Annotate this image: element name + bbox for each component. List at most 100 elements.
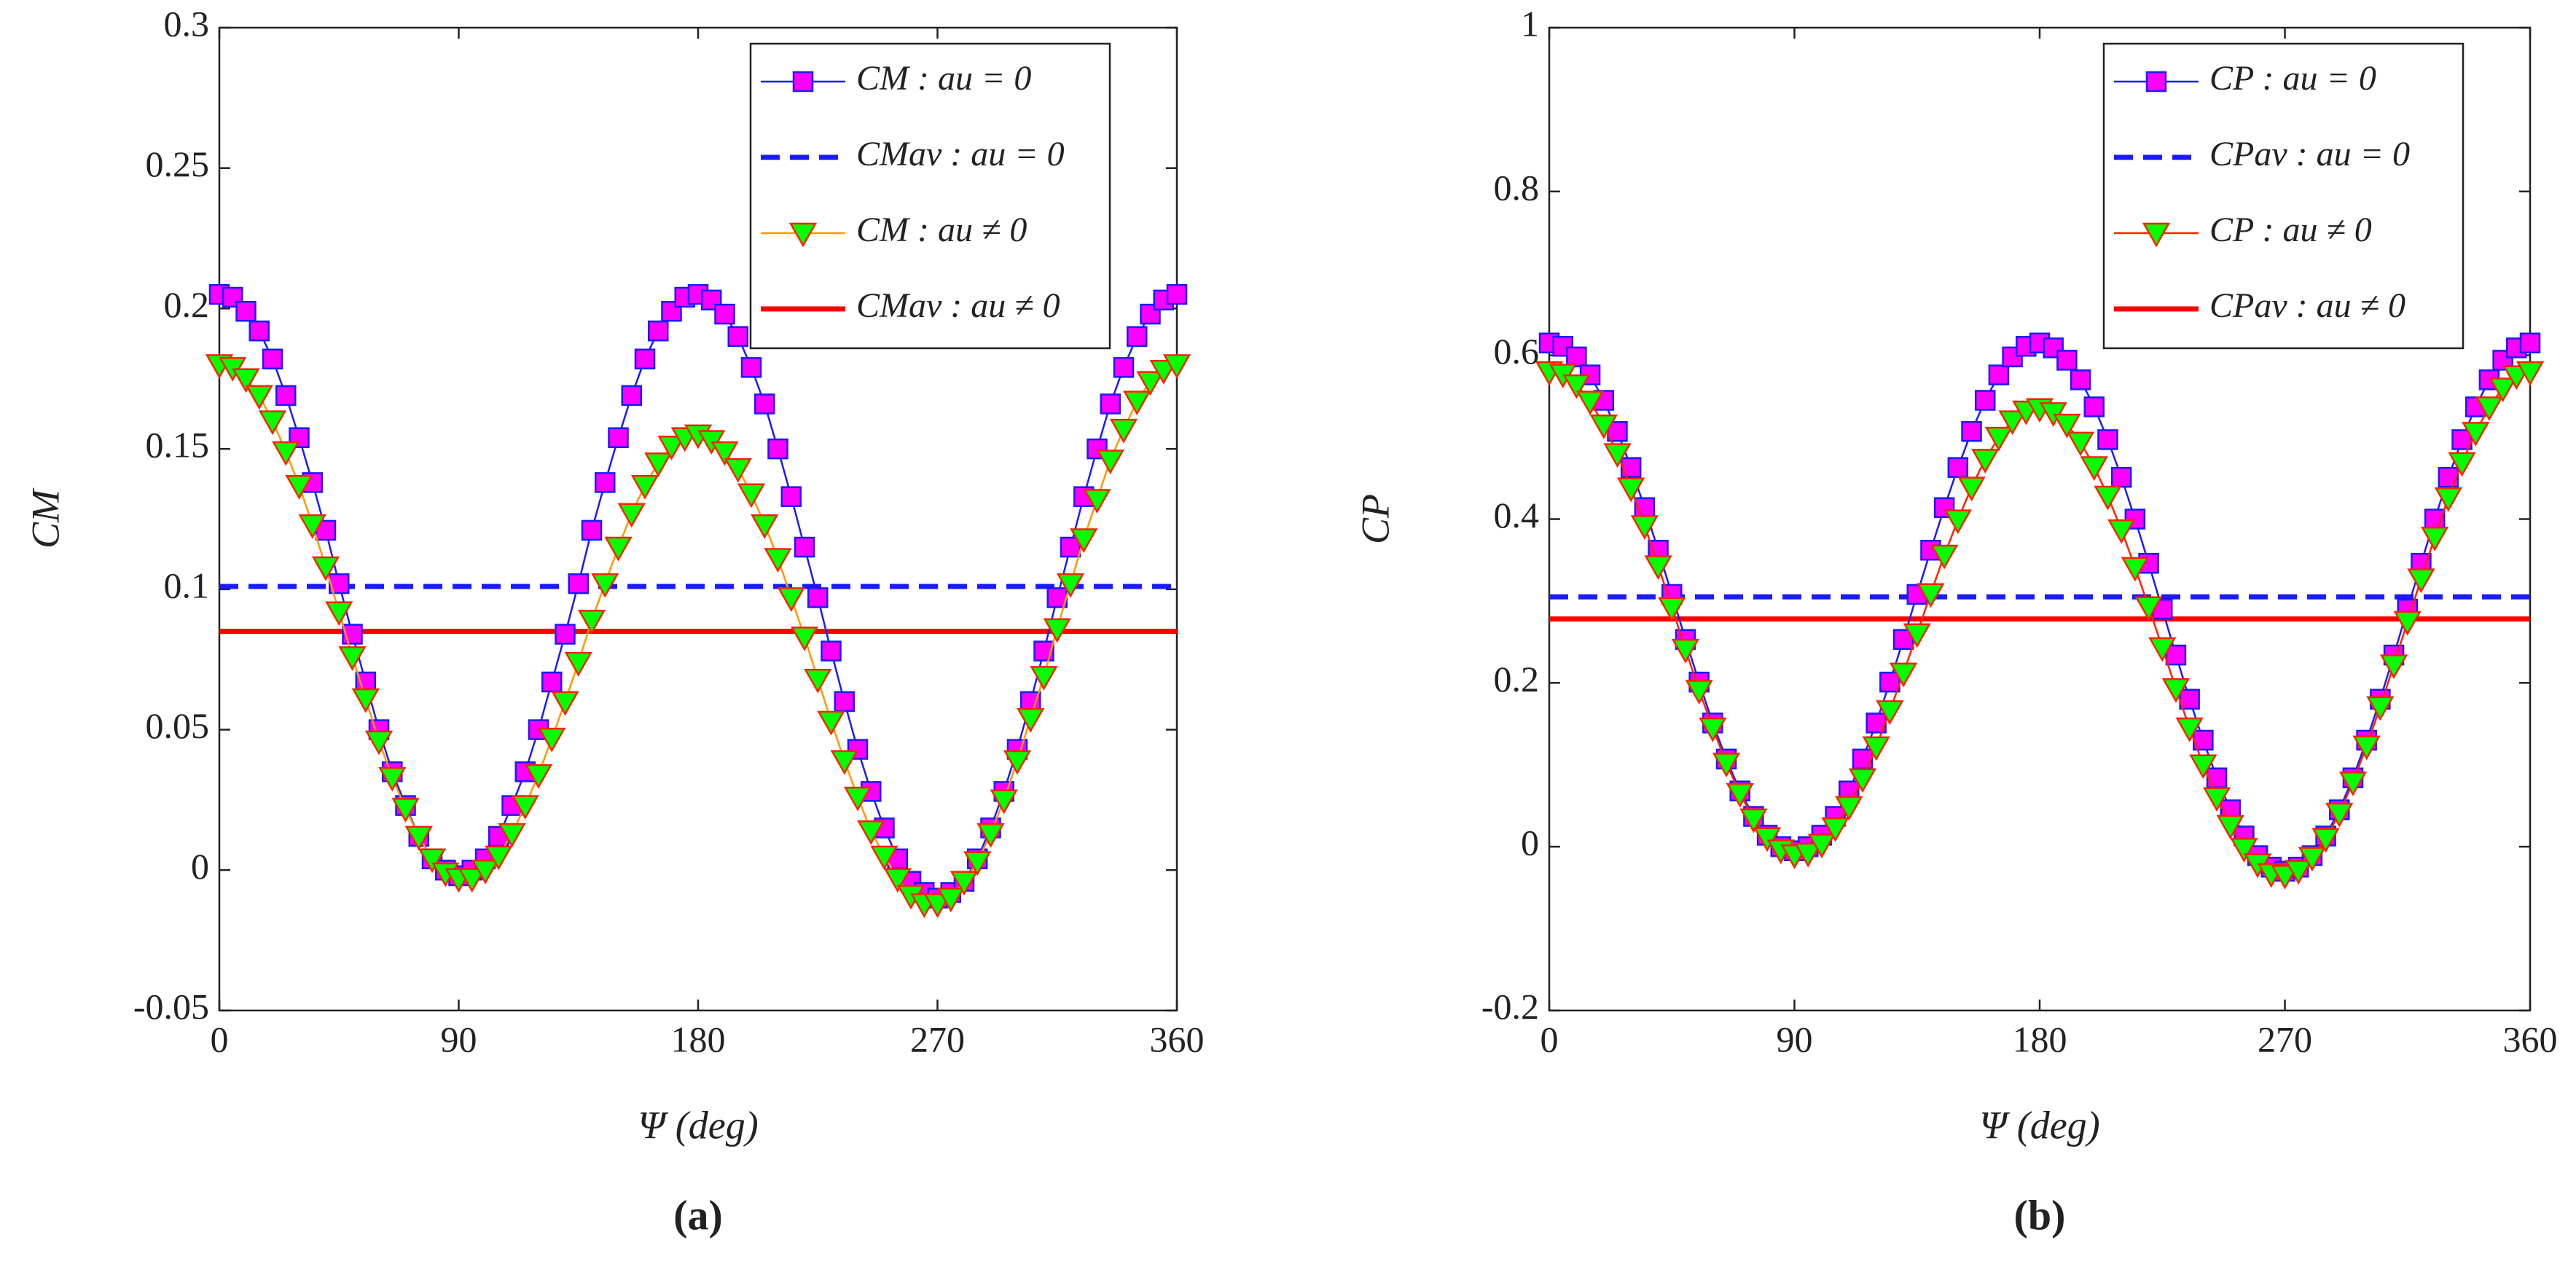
marker (1998, 410, 2027, 436)
marker (248, 321, 270, 342)
marker (1903, 623, 1931, 648)
marker (1123, 390, 1151, 416)
marker (2338, 772, 2368, 796)
marker (2202, 787, 2231, 812)
legend-label: CP : au ≠ 0 (2209, 211, 2372, 249)
y-axis-label: CM (23, 487, 67, 549)
marker (2519, 332, 2541, 354)
marker (404, 825, 433, 851)
marker (511, 795, 539, 820)
marker (577, 610, 606, 635)
marker (245, 385, 273, 410)
marker (285, 474, 313, 500)
marker (1794, 842, 1823, 868)
marker (1017, 707, 1045, 733)
panel-label: (b) (2014, 1191, 2066, 1239)
marker (2107, 519, 2136, 544)
marker (1589, 414, 1618, 439)
marker (329, 573, 350, 594)
marker (843, 786, 872, 812)
marker (790, 627, 819, 651)
marker (1003, 750, 1032, 775)
marker (2230, 838, 2258, 863)
marker (2366, 696, 2395, 721)
marker (1835, 796, 1863, 821)
marker (834, 691, 855, 713)
marker (817, 710, 845, 736)
marker (1617, 477, 1645, 503)
marker (710, 441, 739, 466)
legend: CP : au = 0 CPav : au = 0 CP : au ≠ 0 CPav … (2102, 42, 2465, 350)
legend: CM : au = 0 CMav : au = 0 CM : au ≠ 0 CMav … (749, 42, 1111, 350)
marker (1943, 509, 1972, 535)
y-tick-label: -0.05 (133, 986, 209, 1026)
marker (644, 452, 673, 477)
marker (1070, 528, 1098, 554)
marker (2066, 431, 2095, 457)
marker (541, 671, 563, 693)
marker (740, 357, 762, 378)
marker (777, 587, 805, 612)
marker (564, 651, 592, 677)
marker (1634, 497, 1656, 519)
marker (2216, 814, 2244, 840)
marker (1685, 680, 1713, 704)
marker (2080, 456, 2108, 482)
marker (458, 868, 486, 893)
marker (1848, 768, 1877, 793)
marker (804, 668, 832, 694)
marker (378, 766, 407, 792)
marker (2175, 717, 2204, 742)
marker (2056, 350, 2078, 371)
marker (936, 887, 965, 913)
marker (657, 436, 686, 460)
marker (1056, 573, 1085, 598)
marker (2448, 452, 2476, 477)
y-tick-label: 0 (1521, 823, 1539, 863)
marker (737, 483, 766, 509)
marker (524, 763, 553, 789)
marker (2407, 568, 2435, 594)
marker (617, 503, 646, 528)
marker (751, 514, 779, 539)
marker (1644, 555, 1672, 581)
legend-marker (2142, 222, 2171, 248)
marker (2070, 369, 2091, 390)
marker (724, 458, 752, 483)
marker (2189, 754, 2217, 780)
legend-label: CPav : au ≠ 0 (2209, 286, 2405, 325)
marker (1603, 443, 1632, 468)
marker (235, 301, 257, 322)
marker (2161, 678, 2191, 703)
marker (2134, 596, 2163, 621)
marker (2475, 396, 2504, 422)
marker (1575, 390, 1605, 416)
y-tick-label: 0.25 (146, 144, 210, 184)
marker (1961, 420, 1982, 442)
marker (1060, 536, 1081, 558)
legend-label: CMav : au = 0 (856, 135, 1065, 173)
marker (1889, 662, 1918, 688)
marker (1699, 717, 1727, 742)
x-axis-label: Ψ (deg) (638, 1103, 758, 1147)
marker (325, 601, 353, 627)
x-tick-label: 90 (1777, 1018, 1813, 1059)
marker (1988, 364, 2010, 385)
marker (1658, 597, 1686, 622)
marker (1947, 457, 1969, 478)
y-tick-label: 0.3 (164, 3, 210, 44)
legend-marker (2145, 71, 2167, 93)
marker (2121, 557, 2150, 582)
marker (754, 393, 775, 415)
marker (1046, 587, 1068, 608)
x-axis-label: Ψ (deg) (1979, 1103, 2099, 1147)
marker (595, 472, 616, 493)
marker (551, 691, 579, 716)
marker (538, 727, 566, 753)
marker (498, 823, 526, 848)
marker (1566, 346, 1587, 368)
y-tick-label: 0 (191, 846, 209, 887)
legend-box (2102, 42, 2465, 350)
marker (418, 848, 447, 874)
